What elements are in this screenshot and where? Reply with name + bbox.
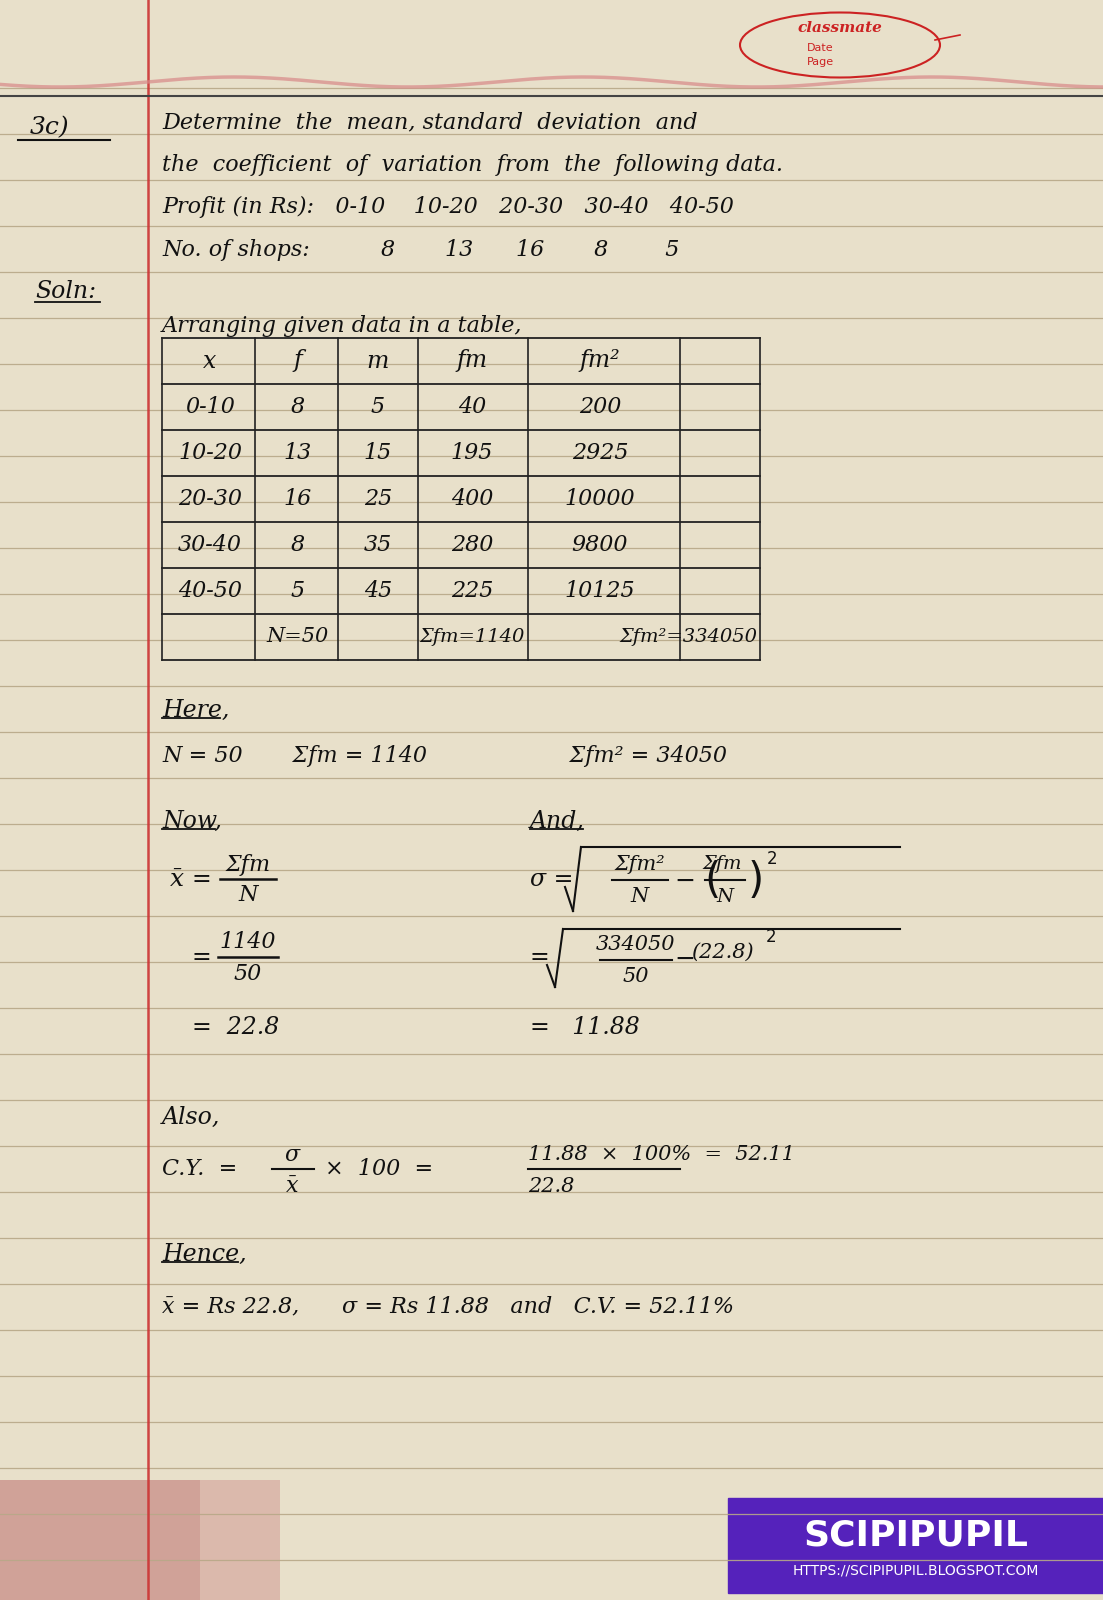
- Text: Determine  the  mean, standard  deviation  and: Determine the mean, standard deviation a…: [162, 110, 697, 133]
- Text: 25: 25: [364, 488, 393, 510]
- Text: Now,: Now,: [162, 810, 222, 832]
- Text: 30-40: 30-40: [178, 534, 242, 557]
- Text: 10125: 10125: [565, 579, 635, 602]
- Text: 9800: 9800: [571, 534, 629, 557]
- Text: Here,: Here,: [162, 699, 229, 722]
- Text: fm²: fm²: [580, 349, 620, 373]
- Text: N: N: [631, 888, 650, 907]
- Text: 3c): 3c): [30, 117, 69, 139]
- Text: x̄ = Rs 22.8,      σ = Rs 11.88   and   C.V. = 52.11%: x̄ = Rs 22.8, σ = Rs 11.88 and C.V. = 52…: [162, 1294, 733, 1317]
- Text: 50: 50: [623, 968, 650, 987]
- Text: 10-20: 10-20: [178, 442, 242, 464]
- Text: 400: 400: [451, 488, 493, 510]
- Text: 0-10: 0-10: [185, 395, 235, 418]
- Text: 200: 200: [579, 395, 621, 418]
- Text: Σfm²: Σfm²: [614, 854, 665, 874]
- Text: N: N: [238, 883, 258, 906]
- Text: =: =: [192, 946, 212, 970]
- Text: 22.8: 22.8: [528, 1176, 575, 1195]
- Text: Arranging given data in a table,: Arranging given data in a table,: [162, 315, 523, 338]
- Bar: [0, 1480, 280, 1600]
- Text: Σfm=1140: Σfm=1140: [419, 627, 525, 646]
- Text: 40: 40: [458, 395, 486, 418]
- Text: =: =: [531, 946, 549, 970]
- Text: 35: 35: [364, 534, 393, 557]
- Text: f: f: [293, 349, 302, 373]
- Text: ×  100  =: × 100 =: [325, 1158, 433, 1181]
- Text: m: m: [367, 349, 389, 373]
- Text: x̄: x̄: [170, 867, 184, 891]
- Text: 2: 2: [765, 928, 777, 946]
- Text: 40-50: 40-50: [178, 579, 242, 602]
- Text: 195: 195: [451, 442, 493, 464]
- Text: Profit (in Rs):   0-10    10-20   20-30   30-40   40-50: Profit (in Rs): 0-10 10-20 20-30 30-40 4…: [162, 195, 733, 218]
- Text: σ: σ: [285, 1144, 300, 1166]
- Text: No. of shops:          8       13      16       8        5: No. of shops: 8 13 16 8 5: [162, 238, 679, 261]
- Text: 2: 2: [767, 850, 778, 867]
- Text: −: −: [675, 947, 696, 971]
- Text: Hence,: Hence,: [162, 1243, 247, 1266]
- Text: =   11.88: = 11.88: [531, 1016, 640, 1038]
- Text: 1140: 1140: [219, 931, 276, 954]
- Text: SCIPIPUPIL: SCIPIPUPIL: [803, 1518, 1028, 1554]
- Text: x: x: [203, 349, 216, 373]
- Text: HTTPS://SCIPIPUPIL.BLOGSPOT.COM: HTTPS://SCIPIPUPIL.BLOGSPOT.COM: [792, 1563, 1039, 1578]
- Text: 45: 45: [364, 579, 393, 602]
- Text: N=50: N=50: [267, 627, 329, 646]
- Text: Σfm: Σfm: [225, 854, 270, 877]
- Text: σ =: σ =: [531, 867, 574, 891]
- Text: Σfm²=334050: Σfm²=334050: [620, 627, 758, 646]
- Text: 13: 13: [283, 442, 312, 464]
- Text: N = 50       Σfm = 1140                    Σfm² = 34050: N = 50 Σfm = 1140 Σfm² = 34050: [162, 746, 727, 766]
- Text: =: =: [192, 867, 212, 891]
- Text: 5: 5: [371, 395, 385, 418]
- Text: N: N: [717, 888, 733, 906]
- Text: 225: 225: [451, 579, 493, 602]
- Text: −: −: [675, 869, 696, 893]
- Text: 8: 8: [291, 534, 306, 557]
- Text: (: (: [704, 861, 720, 902]
- Text: 5: 5: [291, 579, 306, 602]
- Text: 10000: 10000: [565, 488, 635, 510]
- Text: Σfm: Σfm: [703, 854, 741, 874]
- Text: Date: Date: [806, 43, 833, 53]
- Text: And,: And,: [531, 810, 585, 832]
- Text: x̄: x̄: [286, 1174, 298, 1197]
- Text: 16: 16: [283, 488, 312, 510]
- Text: 15: 15: [364, 442, 393, 464]
- Text: 50: 50: [234, 963, 263, 986]
- Bar: [0, 1480, 200, 1600]
- Text: 280: 280: [451, 534, 493, 557]
- Text: Also,: Also,: [162, 1106, 221, 1128]
- Bar: [728, 1498, 1103, 1594]
- Text: (22.8): (22.8): [690, 942, 753, 962]
- Text: =  22.8: = 22.8: [192, 1016, 279, 1038]
- Text: the  coefficient  of  variation  from  the  following data.: the coefficient of variation from the fo…: [162, 154, 783, 176]
- Text: Page: Page: [806, 58, 834, 67]
- Text: Soln:: Soln:: [35, 280, 96, 304]
- Text: 8: 8: [291, 395, 306, 418]
- Text: 334050: 334050: [597, 934, 676, 954]
- Text: 2925: 2925: [571, 442, 629, 464]
- Text: fm: fm: [457, 349, 488, 373]
- Text: C.Y.  =: C.Y. =: [162, 1158, 237, 1181]
- Text: 11.88  ×  100%  =  52.11: 11.88 × 100% = 52.11: [528, 1146, 795, 1165]
- Text: classmate: classmate: [797, 21, 882, 35]
- Text: 20-30: 20-30: [178, 488, 242, 510]
- Text: ): ): [748, 861, 764, 902]
